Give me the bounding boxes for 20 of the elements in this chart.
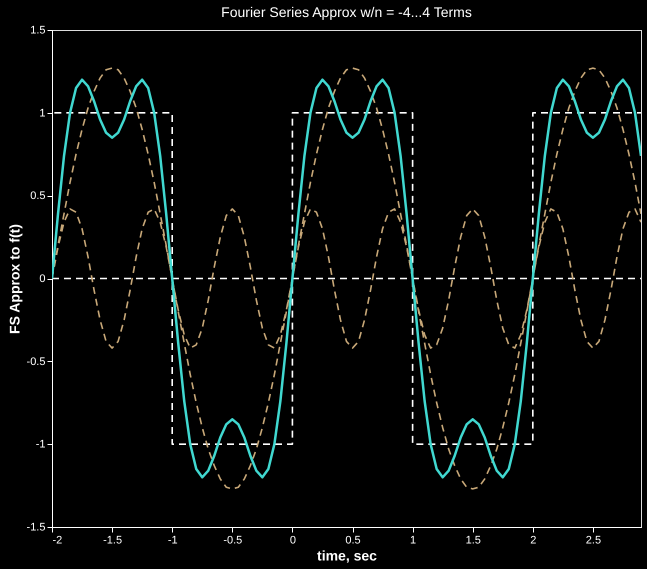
x-tick-label: 0 xyxy=(290,534,296,546)
y-tick-label: -1.5 xyxy=(26,522,46,534)
x-tick-label: -2 xyxy=(52,534,62,546)
y-tick-label: 0.5 xyxy=(30,190,46,202)
x-tick-label: 1 xyxy=(410,534,416,546)
y-tick-label: 1 xyxy=(39,107,46,120)
x-tick-label: -1 xyxy=(168,534,178,546)
chart-title: Fourier Series Approx w/n = -4...4 Terms xyxy=(221,4,472,20)
x-axis-title: time, sec xyxy=(317,548,378,564)
y-tick-label: 0 xyxy=(39,273,46,285)
y-tick-label: 1.5 xyxy=(30,24,46,36)
x-tick-label: -1.5 xyxy=(103,534,122,546)
x-tick-label: 1.5 xyxy=(466,534,481,546)
x-tick-label: -0.5 xyxy=(223,534,242,546)
y-tick-label: -1 xyxy=(36,438,46,451)
y-axis-title: FS Approx to f(t) xyxy=(6,224,23,334)
y-tick-label: -0.5 xyxy=(26,356,46,368)
x-tick-label: 2.5 xyxy=(586,534,602,546)
x-tick-label: 2 xyxy=(530,534,536,546)
x-tick-label: 0.5 xyxy=(345,534,361,546)
